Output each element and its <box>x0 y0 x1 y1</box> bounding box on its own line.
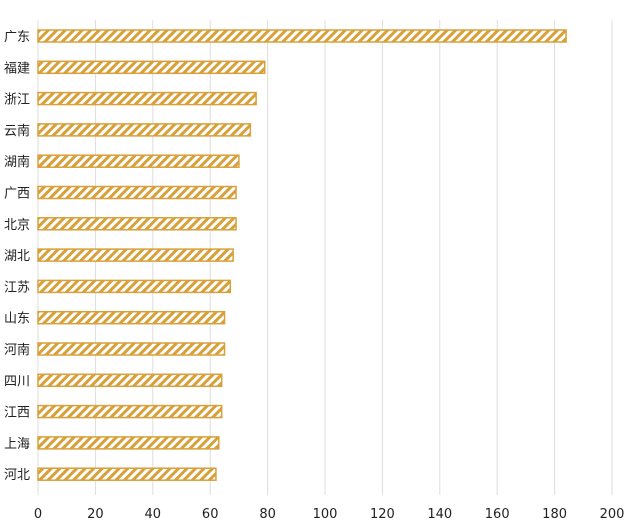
category-label: 北京 <box>4 218 30 233</box>
category-label: 上海 <box>4 437 30 452</box>
bars <box>37 29 567 481</box>
x-tick-label: 120 <box>370 507 395 522</box>
bar-11 <box>37 342 226 356</box>
x-tick-label: 100 <box>313 507 338 522</box>
bar-3 <box>37 91 257 106</box>
category-label: 江西 <box>4 406 30 421</box>
category-label: 河北 <box>4 468 30 483</box>
x-tick-label: 160 <box>485 507 510 522</box>
bar-6 <box>37 185 237 200</box>
bar-4 <box>37 123 252 137</box>
bar-15 <box>37 467 217 481</box>
x-tick-label: 80 <box>259 507 276 522</box>
category-label: 江苏 <box>4 279 30 295</box>
x-tick-label: 200 <box>600 507 625 522</box>
category-label: 浙江 <box>4 93 30 108</box>
x-tick-label: 140 <box>427 507 452 522</box>
category-label: 云南 <box>4 123 30 139</box>
x-tick-label: 20 <box>87 507 104 522</box>
category-label: 湖北 <box>4 249 30 264</box>
bar-2 <box>37 60 266 75</box>
x-tick-label: 40 <box>145 507 162 522</box>
x-tick-labels: 0 20 40 60 80 100 120 140 160 180 200 <box>34 507 625 522</box>
bar-1 <box>37 29 567 43</box>
category-label: 福建 <box>4 61 30 76</box>
bar-14 <box>37 436 220 450</box>
category-label: 河南 <box>4 342 30 358</box>
bar-5 <box>37 154 240 168</box>
bar-8 <box>37 248 234 262</box>
bar-9 <box>37 279 232 294</box>
bar-10 <box>37 310 226 325</box>
category-label: 四川 <box>4 374 30 389</box>
category-label: 山东 <box>4 312 30 327</box>
x-tick-label: 60 <box>202 507 219 522</box>
category-label: 广西 <box>4 187 30 202</box>
bar-13 <box>37 404 223 419</box>
category-label: 湖南 <box>4 154 30 170</box>
x-tick-label: 180 <box>542 507 567 522</box>
x-tick-label: 0 <box>34 507 42 522</box>
bar-12 <box>37 373 223 388</box>
category-label: 广东 <box>4 30 30 45</box>
bar-7 <box>37 217 237 231</box>
